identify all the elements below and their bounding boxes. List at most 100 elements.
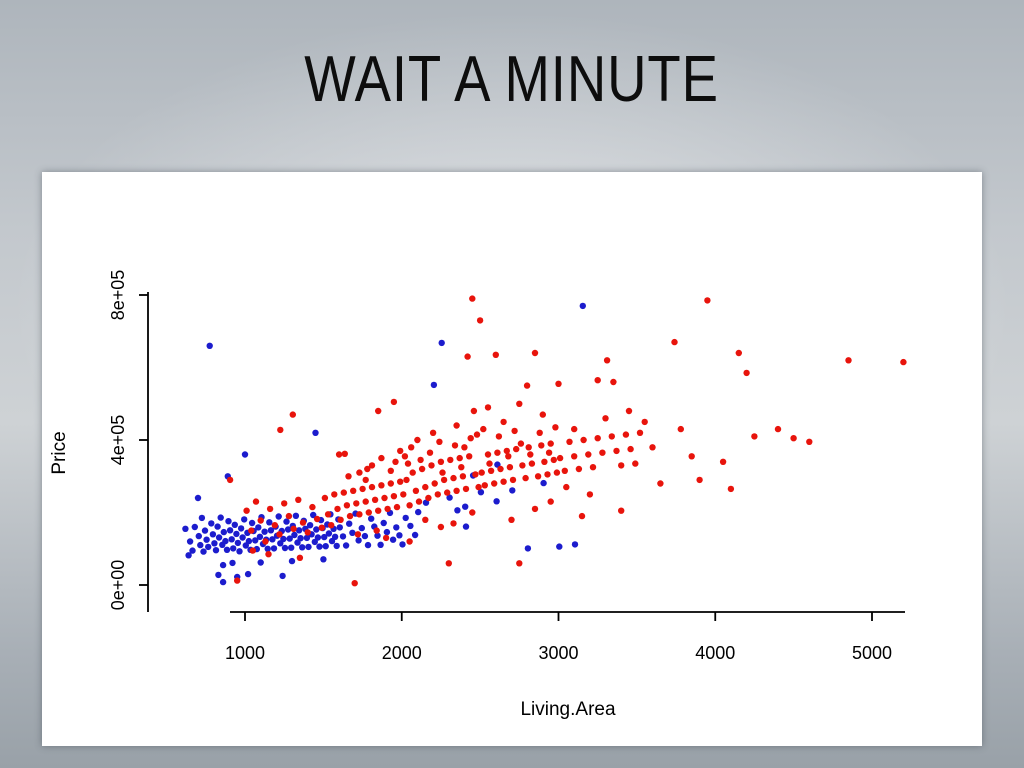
data-point-red-group <box>262 538 269 545</box>
data-point-red-group <box>451 442 459 449</box>
data-point-red-group <box>677 425 684 433</box>
data-point-red-group <box>362 498 369 505</box>
data-point-blue-group <box>239 534 246 541</box>
data-point-red-group <box>547 498 554 505</box>
data-point-red-group <box>417 456 424 464</box>
data-point-red-group <box>602 415 609 422</box>
data-point-red-group <box>266 505 274 513</box>
data-point-red-group <box>599 449 606 456</box>
data-point-blue-group <box>411 531 419 539</box>
data-point-red-group <box>340 489 347 496</box>
data-point-blue-group <box>244 570 252 578</box>
data-point-red-group <box>434 491 441 498</box>
data-point-red-group <box>335 451 343 458</box>
data-point-blue-group <box>346 520 353 527</box>
data-point-blue-group <box>257 559 264 566</box>
data-point-red-group <box>331 491 338 498</box>
data-point-blue-group <box>211 540 218 547</box>
data-point-red-group <box>412 487 420 494</box>
data-point-blue-group <box>261 528 268 535</box>
data-point-red-group <box>429 429 437 436</box>
y-tick-label: 8e+05 <box>108 270 128 321</box>
data-point-red-group <box>343 502 351 509</box>
data-point-red-group <box>401 453 409 460</box>
data-point-blue-group <box>267 527 275 534</box>
data-point-red-group <box>563 483 570 491</box>
data-point-red-group <box>404 460 412 467</box>
data-point-blue-group <box>540 479 547 487</box>
data-point-blue-group <box>325 530 333 537</box>
data-point-blue-group <box>256 533 264 540</box>
data-point-red-group <box>309 503 316 511</box>
data-point-blue-group <box>477 489 485 496</box>
data-point-red-group <box>397 447 404 455</box>
data-point-red-group <box>328 522 335 529</box>
data-point-red-group <box>484 451 492 458</box>
data-point-blue-group <box>299 544 306 551</box>
y-axis-ticks: 0e+00 4e+05 8e+05 <box>108 270 148 610</box>
data-point-red-group <box>531 505 539 513</box>
data-point-red-group <box>354 531 362 538</box>
data-point-red-group <box>536 429 543 436</box>
data-point-red-group <box>622 431 630 438</box>
data-point-blue-group <box>234 539 242 547</box>
data-point-red-group <box>751 433 758 440</box>
data-point-red-group <box>382 534 390 542</box>
data-point-red-group <box>422 483 429 491</box>
data-point-blue-group <box>422 499 430 506</box>
data-point-blue-group <box>306 522 314 529</box>
data-point-blue-group <box>215 534 223 541</box>
y-tick-label: 4e+05 <box>108 415 128 466</box>
data-point-red-group <box>277 426 284 434</box>
data-point-red-group <box>276 531 283 538</box>
data-point-red-group <box>337 516 344 523</box>
data-point-red-group <box>556 454 564 462</box>
data-point-blue-group <box>189 547 196 554</box>
data-point-red-group <box>580 436 587 444</box>
data-point-red-group <box>525 444 532 451</box>
data-point-blue-group <box>288 557 296 565</box>
data-point-blue-group <box>233 530 240 538</box>
data-point-red-group <box>368 462 376 469</box>
data-point-blue-group <box>214 523 221 530</box>
data-point-red-group <box>589 464 597 471</box>
data-point-red-group <box>641 418 648 426</box>
data-point-red-group <box>545 449 553 456</box>
data-point-red-group <box>422 516 429 523</box>
data-point-red-group <box>373 527 380 534</box>
data-point-blue-group <box>402 514 409 522</box>
data-point-red-group <box>346 512 354 520</box>
y-axis-title: Price <box>49 431 70 474</box>
data-point-red-group <box>539 411 546 418</box>
data-point-red-group <box>334 505 341 513</box>
data-point-blue-group <box>291 531 298 539</box>
data-point-red-group <box>318 524 325 531</box>
data-point-blue-group <box>430 381 438 389</box>
x-axis-ticks: 1000 2000 3000 4000 5000 <box>225 612 892 663</box>
data-point-red-group <box>632 460 639 467</box>
data-point-red-group <box>618 462 625 469</box>
data-point-red-group <box>517 440 525 447</box>
data-point-blue-group <box>361 532 369 540</box>
data-point-blue-group <box>248 519 256 527</box>
data-point-blue-group <box>220 528 227 536</box>
data-point-red-group <box>550 456 557 464</box>
data-point-red-group <box>445 560 452 567</box>
data-point-blue-group <box>438 339 445 347</box>
data-point-red-group <box>392 458 399 465</box>
data-point-blue-group <box>280 535 287 543</box>
x-axis-title: Living.Area <box>520 699 615 720</box>
data-point-blue-group <box>333 542 340 550</box>
x-tick-label: 2000 <box>382 643 422 663</box>
data-point-blue-group <box>241 451 249 458</box>
data-point-red-group <box>505 453 512 460</box>
data-point-blue-group <box>415 508 422 516</box>
data-point-blue-group <box>182 525 189 532</box>
data-point-blue-group <box>321 533 328 541</box>
data-point-blue-group <box>399 541 406 548</box>
data-point-blue-group <box>283 518 290 525</box>
data-point-red-group <box>603 357 611 364</box>
data-point-blue-group <box>303 534 311 542</box>
data-point-red-group <box>478 469 485 476</box>
data-point-red-group <box>364 465 371 473</box>
